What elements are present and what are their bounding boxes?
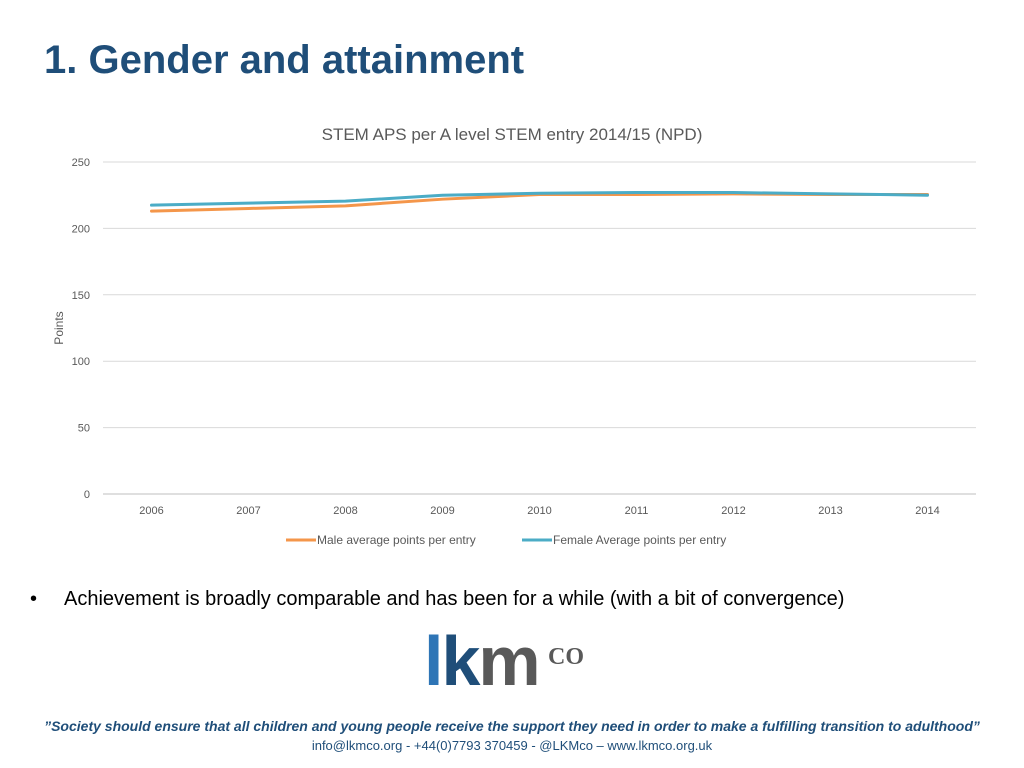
page-title: 1. Gender and attainment [44, 38, 525, 82]
x-axis-ticks: 2006 2007 2008 2009 2010 2011 2012 2013 2014 [139, 505, 939, 517]
legend: Male average points per entry Female Aver… [286, 533, 726, 547]
legend-label: Male average points per entry [317, 533, 476, 547]
legend-label: Female Average points per entry [553, 533, 726, 547]
lkmco-logo: lkm CO [424, 626, 604, 712]
footer-quote: ”Society should ensure that all children… [44, 718, 980, 734]
logo-mark: lkm [424, 622, 541, 700]
y-axis-ticks: 0 50 100 150 200 250 [72, 157, 90, 501]
bullet-text: Achievement is broadly comparable and ha… [64, 588, 845, 610]
logo-co: CO [548, 644, 584, 670]
bullet-point: • Achievement is broadly comparable and … [30, 588, 844, 611]
x-tick-label: 2010 [527, 505, 551, 517]
x-tick-label: 2006 [139, 505, 163, 517]
gridlines [103, 161, 976, 495]
y-tick-label: 150 [72, 290, 90, 302]
x-tick-label: 2011 [625, 505, 649, 517]
x-tick-label: 2008 [333, 505, 357, 517]
chart-title: STEM APS per A level STEM entry 2014/15 … [322, 125, 703, 144]
x-tick-label: 2012 [721, 505, 745, 517]
series-lines [150, 191, 929, 213]
line-chart: STEM APS per A level STEM entry 2014/15 … [52, 125, 976, 547]
series-line-female [150, 191, 929, 207]
y-tick-label: 200 [72, 223, 90, 235]
y-tick-label: 50 [78, 423, 90, 435]
bullet-marker: • [30, 588, 38, 610]
y-tick-label: 100 [72, 356, 90, 368]
x-tick-label: 2014 [915, 505, 939, 517]
y-axis-label: Points [52, 311, 66, 344]
y-tick-label: 0 [84, 489, 90, 501]
x-tick-label: 2009 [430, 505, 454, 517]
footer-contact: info@lkmco.org - +44(0)7793 370459 - @LK… [311, 738, 713, 753]
x-tick-label: 2013 [818, 505, 842, 517]
x-tick-label: 2007 [236, 505, 260, 517]
y-tick-label: 250 [72, 157, 90, 169]
